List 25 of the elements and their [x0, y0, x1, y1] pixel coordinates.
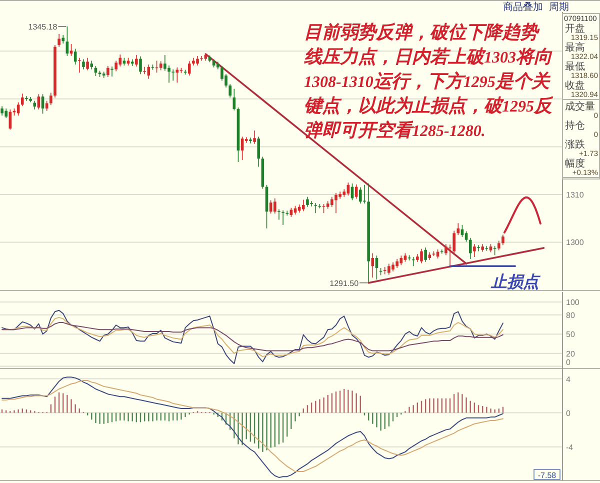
y-tick-label: 100 — [566, 298, 580, 308]
y-tick-label: 4 — [566, 374, 571, 384]
text: 收盘 — [565, 80, 585, 92]
y-tick-label: 50 — [566, 330, 576, 340]
text: 成交量 — [565, 100, 595, 112]
y-tick-label: 1300 — [566, 238, 584, 248]
annotation: -7.58 — [538, 471, 557, 480]
annotation: 1345.18 — [28, 22, 58, 32]
y-tick-label: -4 — [566, 442, 574, 452]
annotation: 1291.50 — [330, 278, 360, 288]
text: 最高 — [565, 42, 585, 54]
text: 开盘 — [565, 22, 585, 34]
text: 目前弱势反弹，破位下降趋势线压力点，日内若上破1303将向1308-1310运行，下方1295是个关键点，以此为止损点，破1295反弹即可开空看1285-1280. — [304, 22, 552, 140]
text: 涨跌 — [565, 138, 585, 150]
text: 持仓 — [565, 120, 585, 132]
text: 最低 — [565, 62, 585, 72]
y-tick-label: 0 — [566, 408, 571, 418]
y-tick-label: 80 — [566, 310, 576, 320]
y-tick-label: 1310 — [566, 190, 584, 200]
y-tick-label: 0 — [566, 358, 571, 367]
y-tick-label: 20 — [566, 349, 576, 358]
text: 幅度 — [565, 158, 585, 170]
series-label: 止损点 — [490, 273, 542, 292]
annotation: 周期 — [549, 1, 569, 13]
annotation: 商品叠加 — [503, 1, 543, 13]
